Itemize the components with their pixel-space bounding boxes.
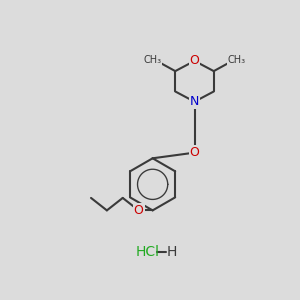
- Text: O: O: [190, 146, 200, 159]
- Text: CH₃: CH₃: [227, 56, 245, 65]
- Text: N: N: [190, 95, 199, 108]
- Text: HCl: HCl: [136, 245, 160, 259]
- Text: O: O: [190, 54, 200, 68]
- Text: CH₃: CH₃: [144, 56, 162, 65]
- Text: H: H: [167, 245, 177, 259]
- Text: O: O: [134, 204, 143, 217]
